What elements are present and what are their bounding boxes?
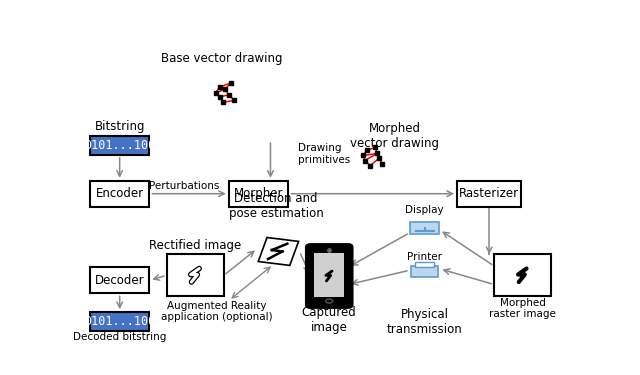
FancyBboxPatch shape <box>90 181 150 207</box>
Text: 0101...100: 0101...100 <box>84 315 156 328</box>
FancyBboxPatch shape <box>90 267 150 293</box>
Text: Decoded bitstring: Decoded bitstring <box>73 332 166 342</box>
Text: Rasterizer: Rasterizer <box>459 187 519 200</box>
Text: Printer: Printer <box>407 252 442 262</box>
FancyBboxPatch shape <box>259 237 298 266</box>
FancyBboxPatch shape <box>229 181 288 207</box>
Text: Morphed
vector drawing: Morphed vector drawing <box>351 122 440 150</box>
FancyBboxPatch shape <box>90 136 150 155</box>
Text: Rectified image: Rectified image <box>149 239 241 252</box>
Text: Augmented Reality
application (optional): Augmented Reality application (optional) <box>161 300 272 322</box>
FancyBboxPatch shape <box>411 266 438 278</box>
Text: Decoder: Decoder <box>95 274 145 287</box>
Text: Captured
image: Captured image <box>302 306 356 334</box>
FancyBboxPatch shape <box>90 312 150 331</box>
FancyBboxPatch shape <box>457 181 522 207</box>
FancyBboxPatch shape <box>167 254 224 296</box>
Text: Bitstring: Bitstring <box>95 120 145 133</box>
Text: Detection and
pose estimation: Detection and pose estimation <box>228 192 323 220</box>
Text: Encoder: Encoder <box>95 187 144 200</box>
Text: Drawing
primitives: Drawing primitives <box>298 143 350 165</box>
FancyBboxPatch shape <box>307 245 352 307</box>
FancyBboxPatch shape <box>494 254 551 296</box>
FancyBboxPatch shape <box>314 254 344 297</box>
Text: Morpher: Morpher <box>234 187 284 200</box>
Text: Perturbations: Perturbations <box>149 181 220 191</box>
Text: Physical
transmission: Physical transmission <box>387 308 463 336</box>
FancyBboxPatch shape <box>415 262 435 267</box>
Text: Display: Display <box>405 205 444 215</box>
FancyBboxPatch shape <box>410 222 439 234</box>
Text: Base vector drawing: Base vector drawing <box>161 52 282 65</box>
Text: 0101...100: 0101...100 <box>84 139 156 152</box>
Text: Morphed
raster image: Morphed raster image <box>489 298 556 319</box>
